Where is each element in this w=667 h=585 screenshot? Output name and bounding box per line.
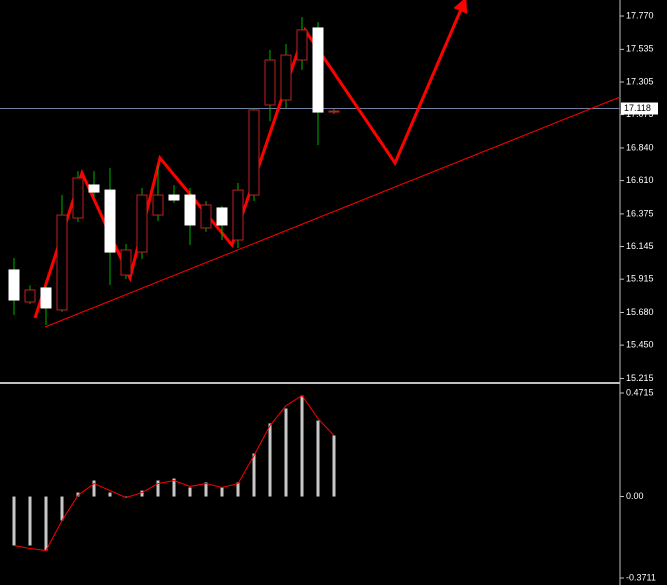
price-label: 17.118 (624, 103, 651, 113)
y-tick-label: 15.915 (626, 274, 654, 284)
candle-body (120, 249, 132, 276)
candle-body (216, 207, 228, 226)
candle-body (280, 54, 292, 101)
y-tick-label: 0.4715 (626, 387, 654, 397)
y-tick-label: 0.00 (626, 491, 644, 501)
candle-body (264, 59, 276, 106)
histogram-bar (236, 482, 240, 497)
y-tick-label: 16.375 (626, 208, 654, 218)
histogram-bar (220, 487, 224, 497)
candle-body (24, 289, 36, 303)
candle-body (104, 189, 116, 253)
y-tick-label: 16.840 (626, 142, 654, 152)
histogram-bar (332, 435, 336, 497)
candle-body (248, 109, 260, 196)
price-label-box (621, 102, 658, 115)
candle-body (184, 194, 196, 226)
histogram-bar (300, 395, 304, 497)
histogram-bar (156, 480, 160, 497)
histogram-bar (284, 408, 288, 497)
histogram-bar (108, 492, 112, 497)
histogram-bar (140, 490, 144, 497)
candle-body (328, 110, 340, 113)
candle-body (232, 189, 244, 241)
histogram-bar (76, 492, 80, 497)
candle-body (56, 214, 68, 311)
candle-body (296, 29, 308, 61)
candle-body (8, 269, 20, 301)
candle-body (200, 204, 212, 229)
y-tick-label: -0.3711 (626, 572, 656, 582)
histogram-bar (268, 423, 272, 497)
histogram-bar (124, 496, 128, 498)
y-tick-label: 16.145 (626, 241, 654, 251)
histogram-bar (252, 453, 256, 497)
histogram-bar (60, 496, 64, 521)
histogram-bar (44, 496, 48, 551)
y-tick-label: 17.535 (626, 44, 654, 54)
histogram-bar (92, 480, 96, 497)
y-tick-label: 16.610 (626, 175, 654, 185)
y-tick-label: 17.305 (626, 76, 654, 86)
candle-body (136, 194, 148, 253)
candle-body (152, 194, 164, 216)
histogram-bar (12, 496, 16, 546)
histogram-bar (28, 496, 32, 546)
histogram-bar (204, 482, 208, 497)
y-tick-label: 15.680 (626, 307, 654, 317)
signal-line (13, 394, 335, 552)
histogram-bar (316, 420, 320, 497)
candle-body (88, 184, 100, 193)
candle-body (312, 27, 324, 113)
y-tick-label: 15.450 (626, 340, 654, 350)
candle-body (40, 287, 52, 309)
trend-line (44, 96, 621, 328)
candle-body (168, 194, 180, 201)
y-tick-label: 17.770 (626, 10, 654, 20)
histogram-bar (172, 478, 176, 497)
histogram-bar (188, 487, 192, 497)
y-tick-label: 15.215 (626, 373, 654, 383)
candle-body (72, 177, 84, 219)
